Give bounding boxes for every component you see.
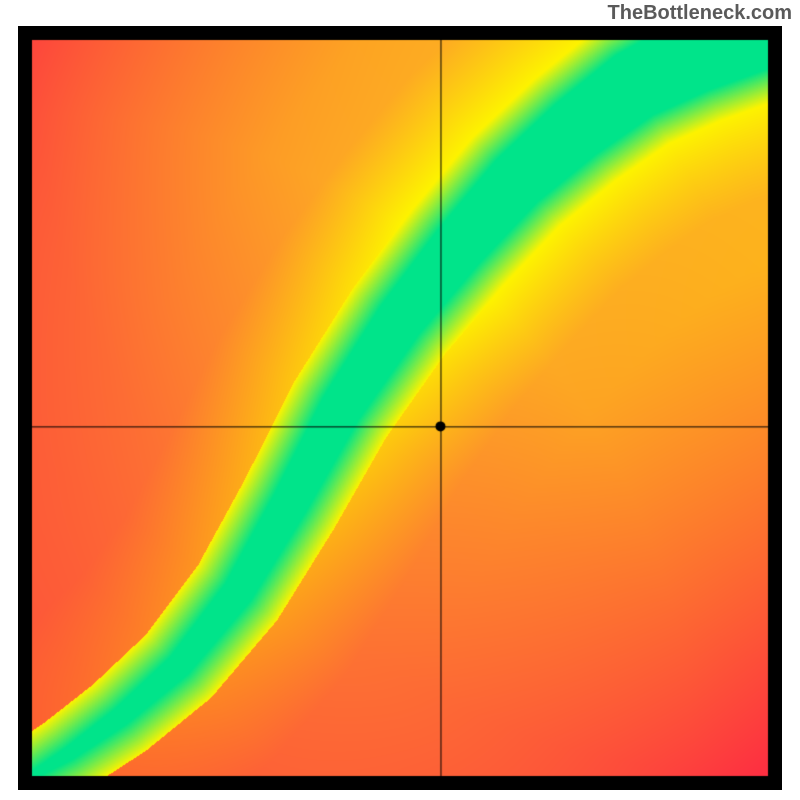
- plot-wrapper: [18, 26, 782, 790]
- watermark-text: TheBottleneck.com: [608, 2, 792, 25]
- chart-container: TheBottleneck.com: [0, 0, 800, 800]
- heatmap-canvas: [18, 26, 782, 790]
